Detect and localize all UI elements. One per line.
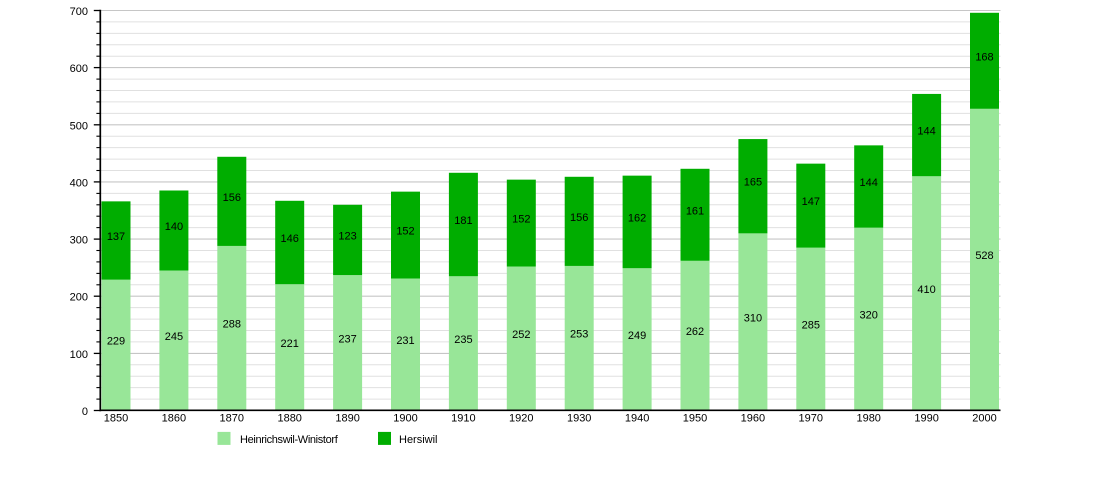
svg-text:310: 310 — [744, 312, 762, 324]
svg-text:229: 229 — [107, 336, 125, 348]
svg-text:235: 235 — [454, 334, 472, 346]
svg-text:400: 400 — [70, 177, 88, 189]
svg-text:1850: 1850 — [104, 413, 128, 425]
svg-text:2000: 2000 — [972, 413, 996, 425]
svg-text:0: 0 — [82, 406, 88, 418]
svg-text:Heinrichswil-Winistorf: Heinrichswil-Winistorf — [240, 434, 339, 446]
svg-text:249: 249 — [628, 330, 646, 342]
svg-text:410: 410 — [917, 284, 935, 296]
svg-text:144: 144 — [860, 177, 878, 189]
svg-text:245: 245 — [165, 331, 183, 343]
svg-text:231: 231 — [396, 335, 414, 347]
svg-text:Hersiwil: Hersiwil — [399, 434, 438, 446]
svg-text:1990: 1990 — [914, 413, 938, 425]
svg-text:528: 528 — [975, 250, 993, 262]
svg-text:1930: 1930 — [567, 413, 591, 425]
svg-text:144: 144 — [917, 126, 935, 138]
svg-text:253: 253 — [570, 329, 588, 341]
svg-text:147: 147 — [802, 196, 820, 208]
svg-text:1880: 1880 — [277, 413, 301, 425]
svg-text:320: 320 — [860, 310, 878, 322]
svg-text:700: 700 — [70, 6, 88, 18]
svg-text:1910: 1910 — [451, 413, 475, 425]
svg-text:146: 146 — [281, 233, 299, 245]
svg-text:1890: 1890 — [335, 413, 359, 425]
svg-text:181: 181 — [454, 215, 472, 227]
svg-text:1940: 1940 — [625, 413, 649, 425]
svg-text:123: 123 — [338, 230, 356, 242]
svg-text:200: 200 — [70, 292, 88, 304]
svg-text:1980: 1980 — [856, 413, 880, 425]
svg-text:137: 137 — [107, 231, 125, 243]
svg-text:252: 252 — [512, 329, 530, 341]
svg-text:156: 156 — [570, 212, 588, 224]
svg-text:500: 500 — [70, 120, 88, 132]
svg-text:100: 100 — [70, 349, 88, 361]
svg-text:1860: 1860 — [162, 413, 186, 425]
svg-text:161: 161 — [686, 205, 704, 217]
svg-text:162: 162 — [628, 212, 646, 224]
svg-text:1950: 1950 — [683, 413, 707, 425]
svg-text:288: 288 — [223, 319, 241, 331]
svg-text:1920: 1920 — [509, 413, 533, 425]
svg-text:300: 300 — [70, 235, 88, 247]
svg-text:1870: 1870 — [220, 413, 244, 425]
svg-text:140: 140 — [165, 221, 183, 233]
svg-text:168: 168 — [975, 51, 993, 63]
svg-text:165: 165 — [744, 177, 762, 189]
svg-text:285: 285 — [802, 320, 820, 332]
svg-text:600: 600 — [70, 63, 88, 75]
svg-text:152: 152 — [512, 214, 530, 226]
svg-text:237: 237 — [338, 333, 356, 345]
svg-text:262: 262 — [686, 326, 704, 338]
svg-text:221: 221 — [281, 338, 299, 350]
svg-text:1900: 1900 — [393, 413, 417, 425]
svg-text:156: 156 — [223, 192, 241, 204]
svg-text:1960: 1960 — [741, 413, 765, 425]
svg-text:152: 152 — [396, 226, 414, 238]
svg-text:1970: 1970 — [799, 413, 823, 425]
